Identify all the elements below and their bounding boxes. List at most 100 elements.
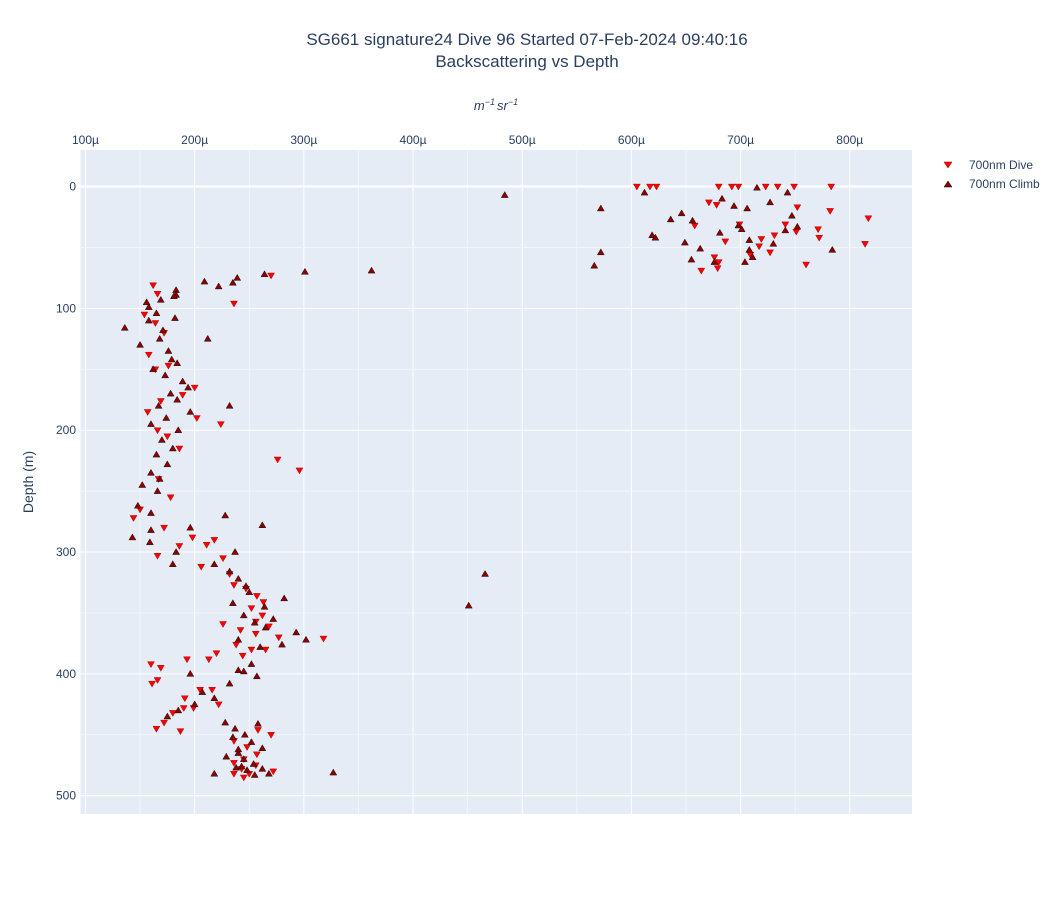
dive-point xyxy=(802,261,810,269)
climb-point xyxy=(147,420,155,427)
climb-point xyxy=(250,771,259,778)
climb-point xyxy=(237,762,246,770)
climb-point xyxy=(258,744,267,751)
dive-point xyxy=(295,467,304,475)
climb-point xyxy=(828,246,837,253)
dive-point xyxy=(152,726,161,733)
legend[interactable]: 700nm Dive 700nm Climb xyxy=(943,158,1040,191)
climb-point xyxy=(234,745,243,753)
dive-point xyxy=(815,235,824,242)
dive-point xyxy=(153,677,162,684)
dive-point xyxy=(646,183,654,191)
x-tick-label: 800µ xyxy=(836,133,863,147)
dive-point xyxy=(721,238,730,246)
climb-point xyxy=(164,347,173,354)
dive-point xyxy=(208,687,216,694)
dive-point xyxy=(156,665,165,672)
climb-point xyxy=(149,365,158,373)
climb-point xyxy=(741,258,749,265)
dive-point xyxy=(714,259,723,266)
legend-item-climb[interactable]: 700nm Climb xyxy=(943,177,1040,191)
climb-point xyxy=(250,618,259,626)
dive-point xyxy=(160,524,168,532)
climb-point xyxy=(144,316,153,324)
dive-point xyxy=(239,774,248,782)
climb-point xyxy=(666,215,675,223)
climb-point xyxy=(260,270,269,277)
climb-point xyxy=(260,602,269,610)
x-tick-label: 700µ xyxy=(727,133,754,147)
climb-point xyxy=(163,712,172,720)
dive-point xyxy=(179,705,188,712)
climb-point xyxy=(596,204,605,212)
dive-point xyxy=(710,254,719,262)
climb-point xyxy=(239,755,248,762)
climb-point xyxy=(743,204,751,212)
y-tick-label: 500 xyxy=(56,789,76,803)
dive-point xyxy=(633,183,641,191)
climb-point xyxy=(781,226,790,234)
dive-point xyxy=(163,433,172,441)
dive-point xyxy=(202,542,211,549)
climb-point xyxy=(715,228,724,236)
dive-point xyxy=(790,183,798,191)
climb-point xyxy=(190,700,199,708)
x-tick-label: 300µ xyxy=(290,133,317,147)
dive-point xyxy=(247,605,256,612)
dive-point xyxy=(793,204,802,212)
dive-point xyxy=(714,183,723,191)
dive-point xyxy=(827,183,836,191)
climb-point xyxy=(292,628,301,636)
dive-point xyxy=(267,272,275,280)
dive-point xyxy=(148,680,156,688)
climb-point xyxy=(329,768,338,776)
climb-point xyxy=(155,475,164,482)
dive-point xyxy=(230,771,238,778)
legend-item-dive[interactable]: 700nm Dive xyxy=(943,158,1033,172)
climb-point xyxy=(648,231,656,238)
x-axis-title-sr: sr xyxy=(497,98,509,113)
dive-point xyxy=(144,351,153,359)
climb-point xyxy=(651,233,660,241)
climb-point xyxy=(367,266,376,274)
y-tick-label: 100 xyxy=(56,301,76,315)
climb-point xyxy=(186,408,195,415)
dive-point xyxy=(230,582,238,589)
climb-point xyxy=(730,202,738,209)
climb-point xyxy=(249,760,258,767)
climb-point xyxy=(688,216,697,224)
x-axis-title-exp1: −1 xyxy=(485,97,495,107)
climb-point xyxy=(590,261,599,269)
dive-point xyxy=(176,728,185,736)
dive-point xyxy=(261,646,270,654)
climb-point xyxy=(144,303,153,310)
y-axis-title: Depth (m) xyxy=(20,451,36,513)
climb-point xyxy=(234,574,243,582)
climb-point xyxy=(147,509,155,516)
climb-point xyxy=(231,548,239,555)
climb-point xyxy=(769,239,778,247)
climb-point xyxy=(128,533,137,541)
climb-point xyxy=(147,468,155,476)
climb-point xyxy=(245,588,254,595)
climb-point xyxy=(198,688,207,695)
climb-point xyxy=(166,389,175,397)
climb-point xyxy=(138,481,147,488)
climb-point xyxy=(210,560,219,567)
dive-point xyxy=(192,415,201,422)
climb-point xyxy=(247,738,256,745)
dive-point xyxy=(160,719,168,727)
dive-point xyxy=(761,183,770,191)
dive-point xyxy=(247,646,256,654)
climb-point xyxy=(788,211,796,219)
climb-point xyxy=(155,334,164,342)
climb-point xyxy=(173,359,182,366)
climb-point xyxy=(200,277,209,285)
dive-point xyxy=(267,732,275,739)
dive-point xyxy=(180,695,189,703)
dive-point xyxy=(238,652,247,660)
dive-point xyxy=(274,634,283,642)
dive-point xyxy=(217,421,225,429)
dive-point xyxy=(219,621,227,628)
